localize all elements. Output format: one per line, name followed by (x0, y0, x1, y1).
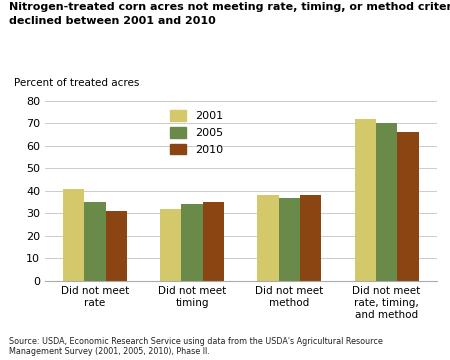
Bar (257, 195, 279, 281)
Text: Source: USDA, Economic Research Service using data from the USDA's Agricultural : Source: USDA, Economic Research Service … (9, 337, 383, 356)
Text: declined between 2001 and 2010: declined between 2001 and 2010 (9, 16, 216, 26)
Legend: 2001, 2005, 2010: 2001, 2005, 2010 (168, 108, 225, 157)
Bar (203, 202, 224, 281)
Text: Nitrogen-treated corn acres not meeting rate, timing, or method criteria: Nitrogen-treated corn acres not meeting … (9, 2, 450, 12)
Bar (376, 123, 397, 281)
Bar (300, 195, 321, 281)
Text: Percent of treated acres: Percent of treated acres (14, 78, 139, 88)
Bar (355, 119, 376, 281)
Bar (279, 198, 300, 281)
Bar (84, 202, 106, 281)
Bar (181, 204, 203, 281)
Bar (160, 209, 181, 281)
Bar (397, 132, 419, 281)
Bar (63, 189, 84, 281)
Bar (106, 211, 127, 281)
